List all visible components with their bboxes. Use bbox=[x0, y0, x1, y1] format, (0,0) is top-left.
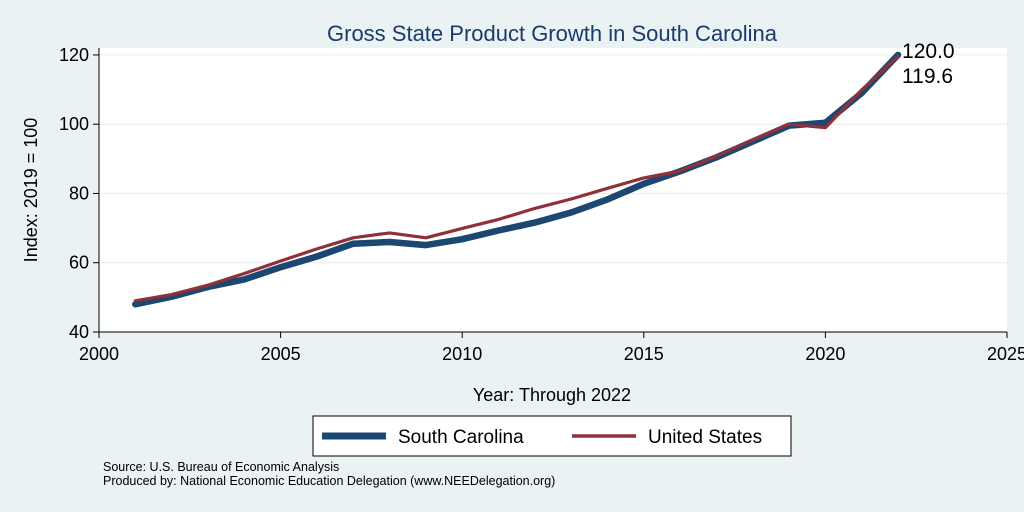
plot-area bbox=[99, 48, 1007, 332]
source-note: Source: U.S. Bureau of Economic Analysis bbox=[103, 460, 340, 474]
y-tick-label: 60 bbox=[69, 253, 89, 273]
legend-label-united-states: United States bbox=[648, 427, 762, 448]
series-lines bbox=[132, 51, 902, 308]
y-tick-label: 80 bbox=[69, 183, 89, 203]
y-tick-label: 120 bbox=[59, 45, 89, 65]
x-tick-label: 2020 bbox=[805, 344, 845, 364]
chart-title: Gross State Product Growth in South Caro… bbox=[327, 21, 778, 46]
x-axis-label: Year: Through 2022 bbox=[473, 385, 631, 405]
end-label-united-states: 119.6 bbox=[902, 65, 953, 88]
produced-by-note: Produced by: National Economic Education… bbox=[103, 474, 556, 488]
legend-box bbox=[312, 415, 792, 457]
x-tick-label: 2015 bbox=[624, 344, 664, 364]
end-label-south-carolina: 120.0 bbox=[902, 40, 955, 63]
legend: South Carolina United States bbox=[312, 415, 792, 457]
y-axis-label: Index: 2019 = 100 bbox=[21, 118, 41, 263]
x-tick-label: 2010 bbox=[442, 344, 482, 364]
x-tick-label: 2000 bbox=[79, 344, 119, 364]
line-united-states bbox=[133, 54, 900, 303]
y-tick-label: 40 bbox=[69, 322, 89, 342]
x-tick-label: 2025 bbox=[987, 344, 1024, 364]
legend-label-south-carolina: South Carolina bbox=[398, 427, 524, 448]
x-axis-ticks: 2000 2005 2010 2015 2020 2025 bbox=[79, 332, 1024, 364]
x-tick-label: 2005 bbox=[261, 344, 301, 364]
y-tick-label: 100 bbox=[59, 114, 89, 134]
y-axis-ticks: 40 60 80 100 120 bbox=[59, 45, 99, 342]
